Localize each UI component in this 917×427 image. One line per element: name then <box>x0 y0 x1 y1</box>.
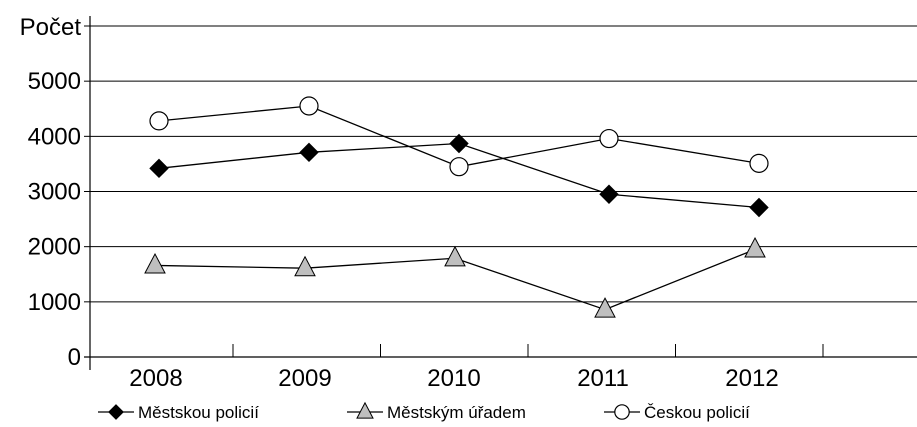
y-tick-label: 0 <box>68 344 81 371</box>
data-point-diamond <box>449 133 469 154</box>
data-point-triangle <box>356 401 374 419</box>
x-tick-label: 2011 <box>577 365 629 392</box>
data-point-triangle <box>744 236 766 258</box>
legend-item: Českou policií <box>604 403 750 422</box>
data-point-triangle <box>144 252 166 274</box>
data-point-triangle <box>594 297 616 318</box>
y-tick-label: 5000 <box>28 68 81 95</box>
x-tick-label: 2010 <box>427 365 480 392</box>
legend-label: Českou policií <box>644 403 750 422</box>
series-group <box>144 96 769 318</box>
legend-label: Městskou policií <box>138 403 259 422</box>
data-point-triangle <box>294 255 316 277</box>
legend-item: Městským úřadem <box>347 401 526 422</box>
gridlines <box>90 25 917 303</box>
y-tick-label: 4000 <box>28 123 81 150</box>
data-point-circle <box>299 96 319 116</box>
data-point-diamond <box>599 184 619 204</box>
legend: Městskou policií Městským úřadem Českou po… <box>98 401 750 422</box>
series-diamond <box>149 133 769 218</box>
data-point-circle <box>449 157 469 177</box>
data-point-diamond <box>749 197 769 218</box>
data-point-circle <box>749 153 769 173</box>
x-tick-label: 2008 <box>129 365 182 392</box>
series-circle <box>149 96 769 177</box>
axes <box>84 16 917 370</box>
data-point-diamond <box>108 404 124 420</box>
legend-item: Městskou policií <box>98 403 259 422</box>
y-tick-labels: 0 1000 2000 3000 4000 5000 <box>28 68 81 371</box>
y-tick-label: 2000 <box>28 234 81 261</box>
legend-label: Městským úřadem <box>387 403 526 422</box>
x-tick-labels: 2008 2009 2010 2011 2012 <box>129 365 778 392</box>
y-tick-label: 1000 <box>28 289 81 316</box>
data-point-circle <box>599 128 619 149</box>
series-triangle <box>144 236 766 318</box>
y-tick-label: 3000 <box>28 179 81 206</box>
x-tick-label: 2012 <box>725 365 778 392</box>
data-point-circle <box>149 111 169 131</box>
data-point-diamond <box>299 142 319 163</box>
data-point-triangle <box>444 245 466 267</box>
x-tick-label: 2009 <box>278 365 331 392</box>
data-point-circle <box>614 404 630 420</box>
y-axis-label: Počet <box>20 14 82 41</box>
data-point-diamond <box>149 158 169 179</box>
